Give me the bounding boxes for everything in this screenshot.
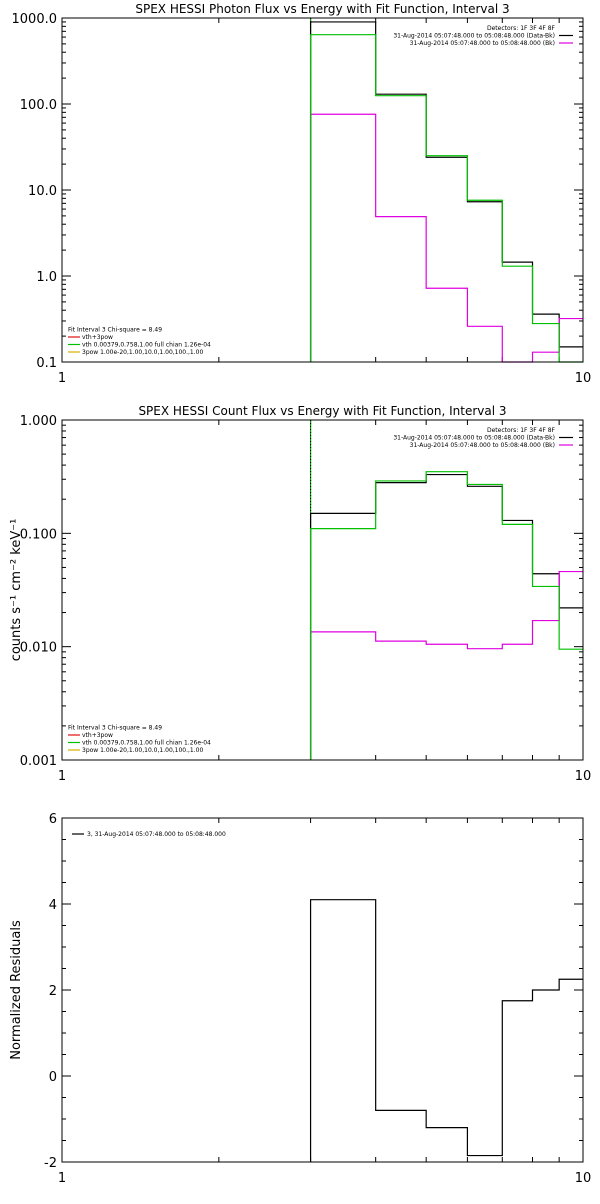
series-data-bk — [309, 473, 583, 760]
y-tick-label: 0.1 — [36, 356, 57, 371]
legend-top-left: 3, 31-Aug-2014 05:07:48.000 to 05:08:48.… — [72, 831, 226, 838]
legend-entry: Detectors: 1F 3F 4F 8F — [487, 25, 556, 32]
plot-frame — [61, 17, 584, 363]
legend-entry: 31-Aug-2014 05:07:48.000 to 05:08:48.000… — [393, 435, 555, 442]
y-axis-label: counts s⁻¹ cm⁻² keV⁻¹ — [9, 519, 24, 662]
chart-title: SPEX HESSI Photon Flux vs Energy with Fi… — [135, 2, 509, 16]
series-bk — [309, 570, 583, 760]
chart-title: SPEX HESSI Count Flux vs Energy with Fit… — [138, 404, 506, 418]
x-tick-label: 10 — [575, 1171, 592, 1186]
y-axis-ticks: 0.1 1.0 10.0 100.0 1000.0 — [12, 12, 583, 371]
x-tick-label: 1 — [58, 371, 66, 386]
legend-entry: 31-Aug-2014 05:07:48.000 to 05:08:48.000… — [393, 33, 555, 40]
legend-entry: Detectors: 1F 3F 4F 8F — [487, 427, 556, 434]
series-line — [309, 471, 583, 760]
x-tick-label: 10 — [575, 769, 592, 784]
legend-entry: vth+3pow — [82, 334, 113, 341]
series-vth-3pow — [309, 471, 583, 760]
series-bk — [309, 113, 583, 363]
series-line — [309, 34, 583, 363]
y-tick-label: 0.001 — [20, 754, 57, 769]
y-tick-label: 2 — [49, 984, 57, 999]
plot-frame — [61, 817, 584, 1163]
x-axis-ticks: 1 10 — [58, 18, 591, 386]
y-tick-label: 4 — [49, 898, 57, 913]
legend-entry: 3, 31-Aug-2014 05:07:48.000 to 05:08:48.… — [87, 831, 226, 838]
series-data-bk — [309, 21, 583, 362]
series-vth-3pow — [309, 34, 583, 363]
y-tick-label: 10.0 — [28, 184, 57, 199]
chart-panel-2: SPEX HESSI Count Flux vs Energy with Fit… — [9, 404, 591, 784]
legend-entry: 31-Aug-2014 05:07:48.000 to 05:08:48.000… — [410, 442, 555, 449]
y-tick-label: 0.010 — [20, 641, 57, 656]
legend-bottom-left: Fit Interval 3 Chi-square = 8.49vth+3pow… — [68, 725, 211, 754]
legend-entry: vth 0.00379,0.758,1.00 full chian 1.26e-… — [82, 342, 211, 349]
legend-entry: Fit Interval 3 Chi-square = 8.49 — [68, 327, 162, 334]
legend-entry: Fit Interval 3 Chi-square = 8.49 — [68, 725, 162, 732]
series-line — [309, 899, 583, 1162]
legend-entry: vth 0.00379,0.758,1.00 full chian 1.26e-… — [82, 740, 211, 747]
y-axis-ticks: 0.001 0.010 0.100 1.000 — [20, 414, 583, 769]
y-tick-label: 1000.0 — [12, 12, 58, 27]
plot-frame — [61, 419, 584, 761]
legend-entry: vth+3pow — [82, 732, 113, 739]
chart-panel-1: SPEX HESSI Photon Flux vs Energy with Fi… — [12, 2, 592, 386]
y-tick-label: 1.000 — [20, 414, 57, 429]
y-tick-label: 100.0 — [20, 98, 57, 113]
x-axis-ticks: 1 10 — [58, 818, 591, 1186]
series-residuals — [309, 899, 583, 1162]
legend-entry: 3pow 1.00e-20,1.00,10.0,1.00,100.,1.00 — [82, 747, 203, 754]
series-line — [309, 473, 583, 760]
legend-entry: 31-Aug-2014 05:07:48.000 to 05:08:48.000… — [410, 40, 555, 47]
y-axis-label: Normalized Residuals — [9, 920, 24, 1060]
series-line — [309, 113, 583, 363]
x-tick-label: 10 — [575, 371, 592, 386]
y-tick-label: -2 — [44, 1156, 57, 1171]
legend-bottom-left: Fit Interval 3 Chi-square = 8.49vth+3pow… — [68, 327, 211, 356]
y-tick-label: 0.100 — [20, 527, 57, 542]
x-tick-label: 1 — [58, 1171, 66, 1186]
y-tick-label: 1.0 — [36, 270, 57, 285]
y-tick-label: 0 — [49, 1070, 57, 1085]
series-line — [309, 21, 583, 362]
y-tick-label: 6 — [49, 812, 57, 827]
legend-entry: 3pow 1.00e-20,1.00,10.0,1.00,100.,1.00 — [82, 349, 203, 356]
chart-panel-3: Normalized Residuals -2 0 2 4 6 1 10 3, 31-Aug-2… — [9, 812, 591, 1186]
series-line — [309, 570, 583, 760]
x-tick-label: 1 — [58, 769, 66, 784]
x-axis-ticks: 1 10 — [58, 420, 591, 784]
